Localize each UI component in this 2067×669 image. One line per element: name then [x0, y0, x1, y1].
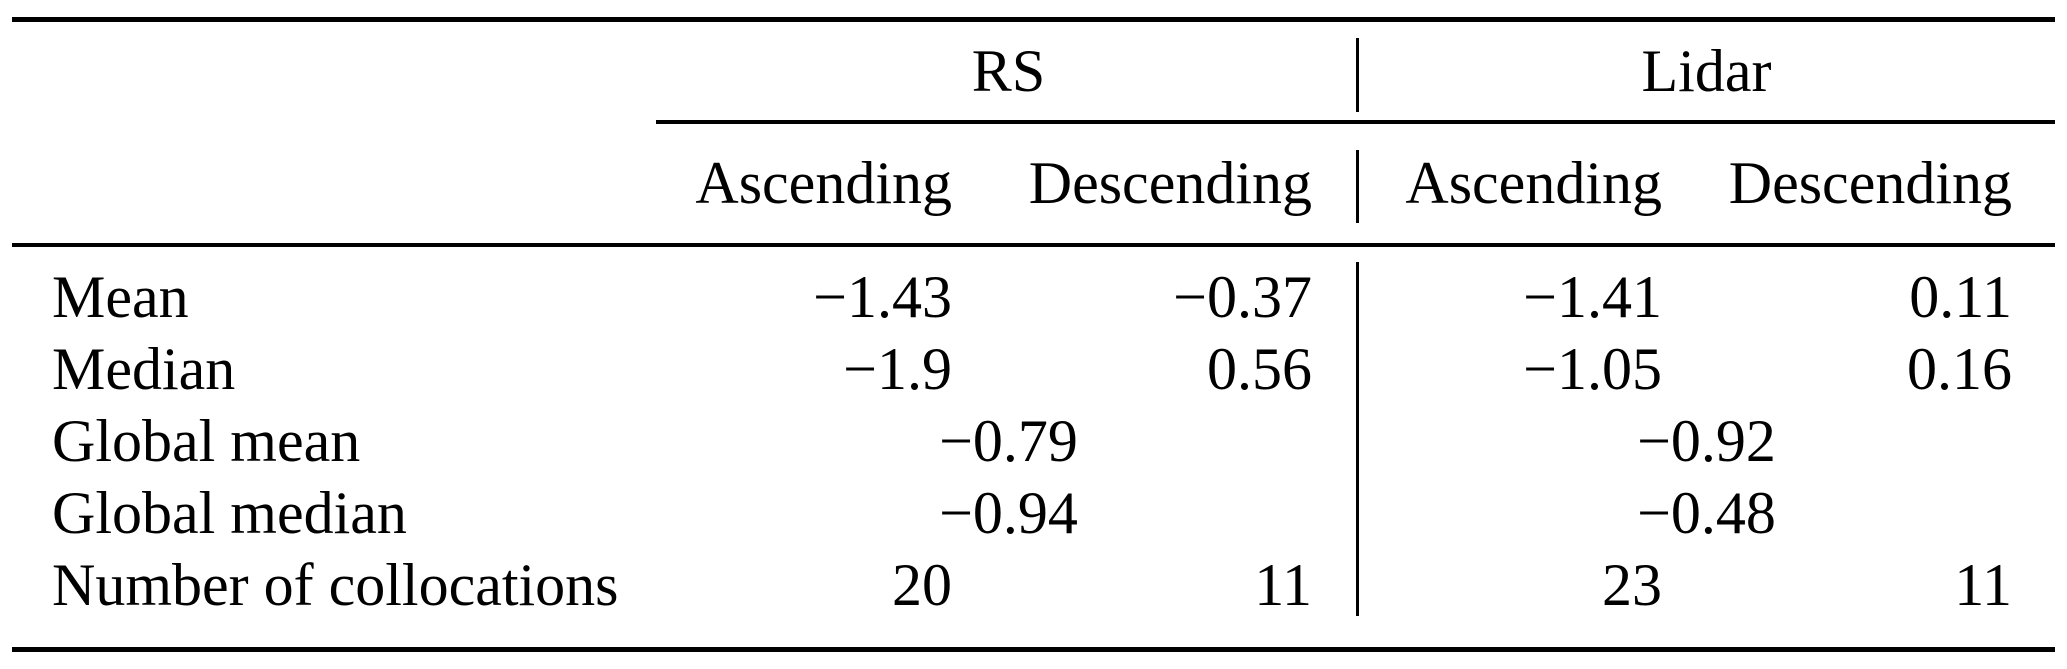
table-top-rule [12, 17, 2055, 22]
cell-median-lidar-descending: 0.16 [1907, 336, 2012, 402]
column-header-rs-descending: Descending [1028, 150, 1312, 216]
group-header-rs: RS [971, 38, 1046, 104]
row-label-global-mean: Global mean [52, 408, 361, 474]
header-separator-rule [12, 243, 2055, 247]
row-label-median: Median [52, 336, 236, 402]
cell-mean-rs-descending: −0.37 [1173, 264, 1312, 330]
cell-mean-lidar-descending: 0.11 [1909, 264, 2012, 330]
row-label-global-median: Global median [52, 480, 407, 546]
cell-collocations-rs-descending: 11 [1254, 552, 1312, 618]
row-label-number-of-collocations: Number of collocations [52, 552, 619, 618]
column-header-lidar-ascending: Ascending [1405, 150, 1662, 216]
cell-global-mean-rs: −0.79 [939, 408, 1078, 474]
cell-median-lidar-ascending: −1.05 [1523, 336, 1662, 402]
row-label-mean: Mean [52, 264, 189, 330]
table-bottom-rule [12, 647, 2055, 652]
cell-collocations-lidar-ascending: 23 [1602, 552, 1662, 618]
cell-collocations-rs-ascending: 20 [892, 552, 952, 618]
rs-lidar-divider-middle [1356, 150, 1359, 223]
cell-global-median-lidar: −0.48 [1637, 480, 1776, 546]
cell-global-median-rs: −0.94 [939, 480, 1078, 546]
cell-median-rs-descending: 0.56 [1207, 336, 1312, 402]
cell-mean-lidar-ascending: −1.41 [1523, 264, 1662, 330]
rs-lidar-divider-top [1356, 38, 1359, 112]
column-header-lidar-descending: Descending [1728, 150, 2012, 216]
cell-collocations-lidar-descending: 11 [1954, 552, 2012, 618]
group-header-lidar: Lidar [1641, 38, 1772, 104]
rs-lidar-divider-bottom [1356, 262, 1359, 616]
group-underline-rule [656, 120, 2055, 124]
cell-mean-rs-ascending: −1.43 [813, 264, 952, 330]
column-header-rs-ascending: Ascending [695, 150, 952, 216]
cell-median-rs-ascending: −1.9 [843, 336, 952, 402]
cell-global-mean-lidar: −0.92 [1637, 408, 1776, 474]
